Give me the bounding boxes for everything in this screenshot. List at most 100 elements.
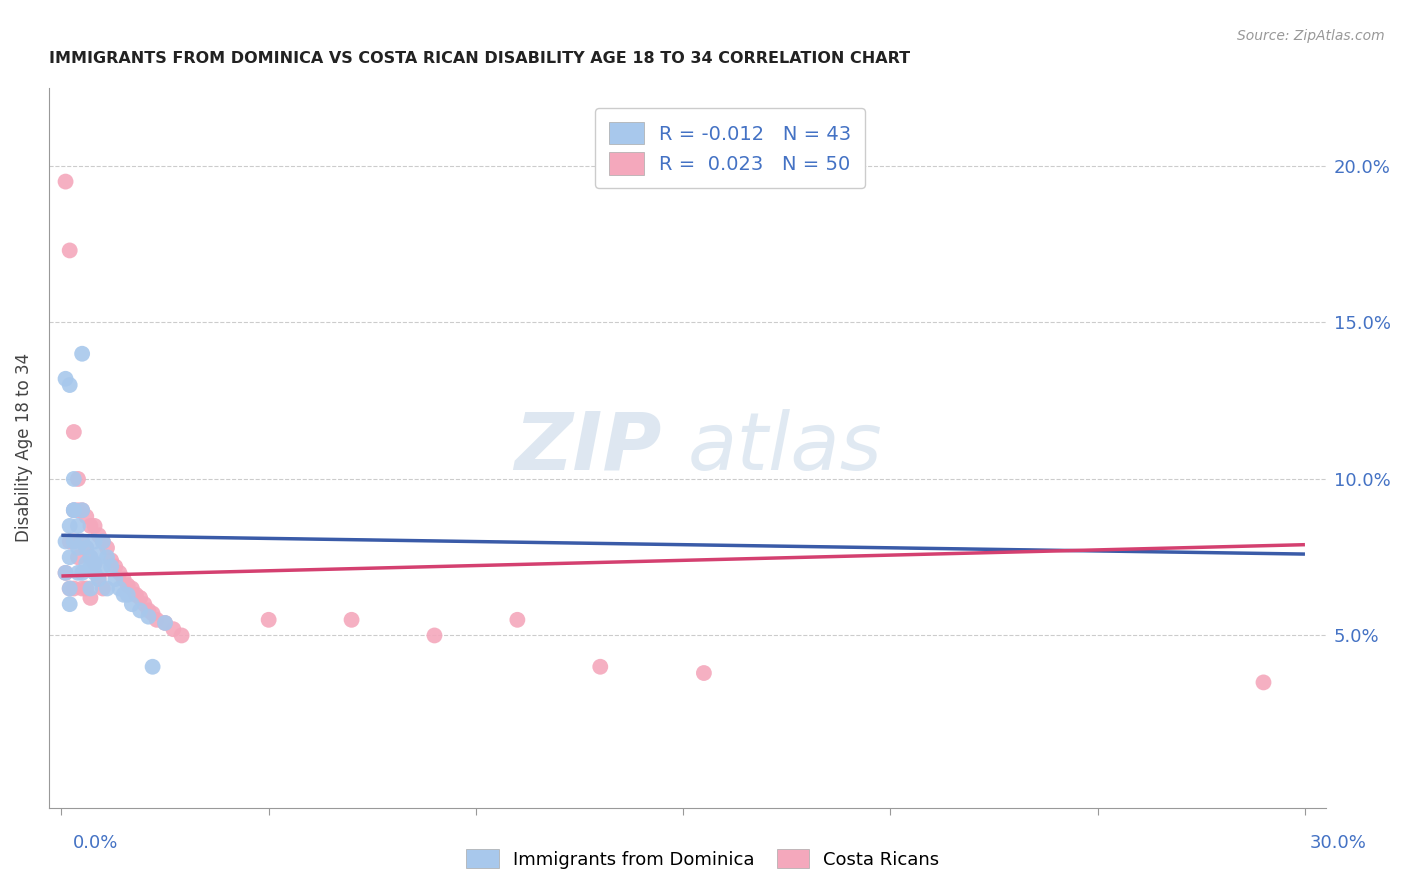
Point — [55, 372, 77, 386]
Point — [108, 566, 131, 580]
Point — [70, 503, 93, 517]
Point — [59, 582, 82, 596]
Point — [75, 557, 97, 571]
Point — [142, 607, 165, 621]
Point — [66, 503, 89, 517]
Point — [134, 597, 156, 611]
Point — [75, 509, 97, 524]
Point — [138, 609, 160, 624]
Text: 0.0%: 0.0% — [73, 834, 118, 852]
Point — [79, 550, 101, 565]
Point — [59, 597, 82, 611]
Point — [138, 603, 160, 617]
Point — [121, 582, 143, 596]
Point — [108, 582, 131, 596]
Point — [506, 613, 529, 627]
Point — [55, 566, 77, 580]
Point — [121, 597, 143, 611]
Point — [75, 541, 97, 555]
Point — [59, 519, 82, 533]
Point — [91, 559, 114, 574]
Point — [100, 559, 122, 574]
Point — [83, 557, 105, 571]
Point — [66, 550, 89, 565]
Point — [79, 582, 101, 596]
Point — [70, 534, 93, 549]
Point — [55, 566, 77, 580]
Point — [59, 378, 82, 392]
Text: Source: ZipAtlas.com: Source: ZipAtlas.com — [1237, 29, 1385, 43]
Point — [129, 603, 152, 617]
Point — [70, 347, 93, 361]
Point — [96, 582, 118, 596]
Point — [70, 534, 93, 549]
Point — [87, 547, 110, 561]
Point — [59, 550, 82, 565]
Point — [66, 541, 89, 555]
Point — [70, 582, 93, 596]
Point — [83, 557, 105, 571]
Point — [96, 541, 118, 555]
Point — [63, 534, 86, 549]
Text: ZIP: ZIP — [515, 409, 662, 487]
Point — [162, 622, 184, 636]
Text: atlas: atlas — [688, 409, 882, 487]
Point — [91, 534, 114, 549]
Point — [79, 519, 101, 533]
Point — [55, 534, 77, 549]
Text: 30.0%: 30.0% — [1310, 834, 1367, 852]
Point — [63, 472, 86, 486]
Point — [63, 503, 86, 517]
Point — [91, 534, 114, 549]
Point — [66, 566, 89, 580]
Point — [59, 534, 82, 549]
Point — [79, 559, 101, 574]
Point — [63, 534, 86, 549]
Point — [87, 572, 110, 586]
Point — [91, 582, 114, 596]
Y-axis label: Disability Age 18 to 34: Disability Age 18 to 34 — [15, 353, 32, 542]
Point — [117, 588, 139, 602]
Point — [100, 553, 122, 567]
Point — [83, 534, 105, 549]
Point — [66, 519, 89, 533]
Legend: Immigrants from Dominica, Costa Ricans: Immigrants from Dominica, Costa Ricans — [460, 842, 946, 876]
Point — [340, 613, 363, 627]
Point — [63, 503, 86, 517]
Point — [693, 666, 716, 681]
Point — [112, 572, 135, 586]
Point — [87, 572, 110, 586]
Point — [142, 659, 165, 673]
Legend: R = -0.012   N = 43, R =  0.023   N = 50: R = -0.012 N = 43, R = 0.023 N = 50 — [595, 108, 865, 188]
Point — [112, 588, 135, 602]
Point — [96, 550, 118, 565]
Point — [70, 566, 93, 580]
Point — [423, 628, 446, 642]
Point — [75, 582, 97, 596]
Point — [66, 472, 89, 486]
Point — [129, 591, 152, 605]
Point — [75, 541, 97, 555]
Point — [55, 175, 77, 189]
Point — [83, 566, 105, 580]
Point — [70, 503, 93, 517]
Point — [145, 613, 167, 627]
Point — [589, 659, 612, 673]
Point — [1253, 675, 1275, 690]
Point — [153, 615, 176, 630]
Point — [59, 582, 82, 596]
Point — [117, 578, 139, 592]
Point — [87, 528, 110, 542]
Point — [63, 503, 86, 517]
Point — [104, 572, 127, 586]
Point — [59, 244, 82, 258]
Point — [83, 519, 105, 533]
Point — [63, 425, 86, 439]
Point — [153, 615, 176, 630]
Point — [170, 628, 193, 642]
Point — [104, 559, 127, 574]
Point — [257, 613, 280, 627]
Point — [63, 582, 86, 596]
Point — [125, 588, 148, 602]
Point — [79, 550, 101, 565]
